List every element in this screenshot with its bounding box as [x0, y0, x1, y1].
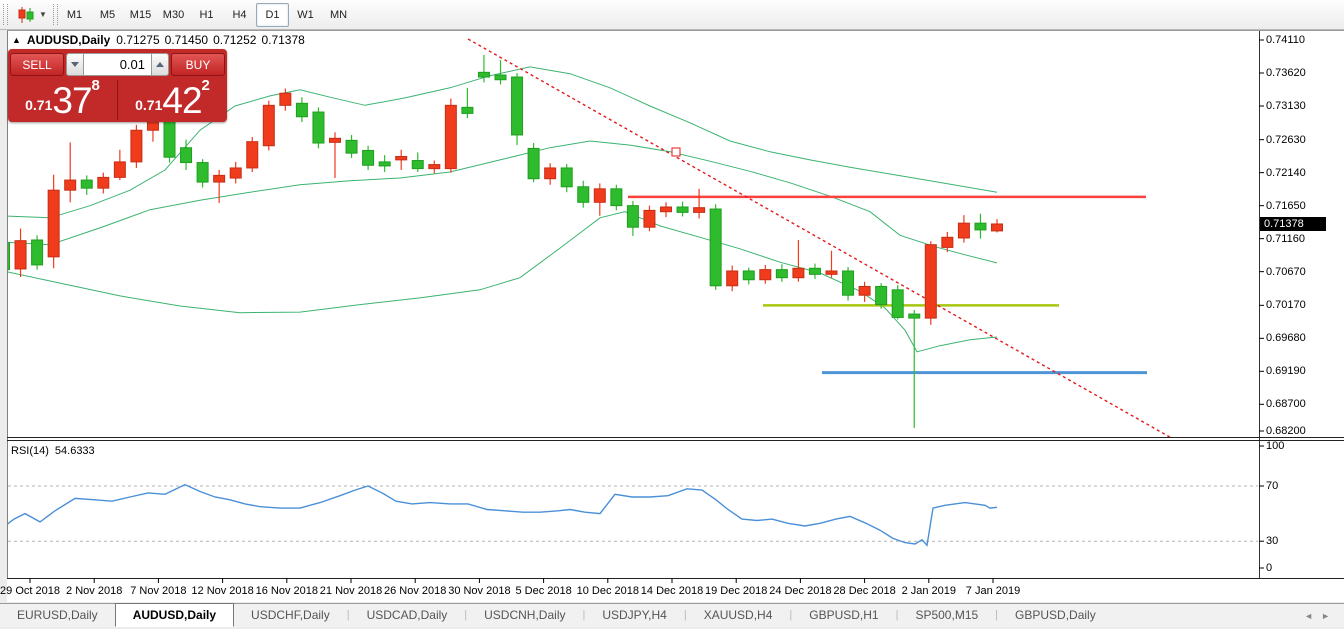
price-axis-label: 0.73620 [1266, 66, 1306, 79]
tab-separator: | [895, 609, 899, 621]
price-axis-label: 0.72140 [1266, 166, 1306, 179]
date-axis-label: 19 Dec 2018 [704, 585, 768, 597]
timeframe-mn[interactable]: MN [329, 9, 348, 21]
rsi-axis-label: 0 [1266, 562, 1273, 574]
price-divider [117, 80, 118, 120]
price-axis-label: 0.70670 [1266, 265, 1306, 278]
timeframe-w1[interactable]: W1 [297, 9, 314, 21]
date-axis-label: 5 Dec 2018 [515, 585, 572, 597]
sell-button[interactable]: SELL [10, 53, 64, 76]
chevron-down-icon: ▼ [39, 10, 47, 19]
tab-audusd-daily[interactable]: AUDUSD,Daily [114, 603, 235, 627]
date-axis-label: 2 Jan 2019 [901, 585, 957, 597]
timeframe-h4[interactable]: H4 [232, 9, 247, 21]
timeframe-h1[interactable]: H1 [199, 9, 214, 21]
date-axis-label: 26 Nov 2018 [383, 585, 447, 597]
timeframe-toolbar: ▼ M1 M5 M15 M30 H1 H4 D1 W1 MN [0, 0, 1344, 30]
rsi-axis-label: 100 [1266, 440, 1285, 452]
ohlc-values: 0.71275 0.71450 0.71252 0.71378 [116, 33, 310, 47]
tab-gbpusd-daily[interactable]: GBPUSD,Daily [1015, 608, 1096, 622]
arrow-up-icon [156, 62, 164, 67]
price-axis-label: 0.72630 [1266, 133, 1306, 146]
tab-sp500-m15[interactable]: SP500,M15 [915, 608, 979, 622]
timeframe-m1[interactable]: M1 [66, 9, 83, 21]
rsi-indicator-label: RSI(14) 54.6333 [11, 445, 95, 457]
one-click-collapse-icon[interactable]: ▲ [12, 35, 21, 45]
toolbar-grip[interactable] [3, 4, 8, 25]
price-axis-label: 0.70170 [1266, 299, 1306, 312]
low-value: 0.71252 [213, 33, 257, 47]
rsi-axis-label: 30 [1266, 535, 1279, 548]
timeframe-d1[interactable]: D1 [256, 3, 289, 27]
timeframe-buttons: M1 M5 M15 M30 H1 H4 D1 W1 MN [58, 3, 355, 27]
tab-usdchf-daily[interactable]: USDCHF,Daily [251, 608, 330, 622]
chart-title: ▲ AUDUSD,Daily 0.71275 0.71450 0.71252 0.71… [12, 33, 310, 47]
open-value: 0.71275 [116, 33, 160, 47]
arrow-down-icon [71, 62, 79, 67]
price-axis-label: 0.69190 [1266, 365, 1306, 378]
volume-input[interactable] [84, 53, 151, 76]
buy-button[interactable]: BUY [171, 53, 225, 76]
rsi-value: 54.6333 [54, 445, 95, 457]
tab-scroll-left-icon[interactable]: ◄ [1304, 610, 1314, 621]
tab-separator: | [346, 609, 350, 621]
buy-price[interactable]: 0.71 42 2 [135, 77, 210, 121]
sell-price[interactable]: 0.71 37 8 [25, 77, 100, 121]
candlestick-icon [18, 7, 34, 23]
close-value: 0.71378 [261, 33, 305, 47]
date-axis-label: 10 Dec 2018 [576, 585, 639, 597]
volume-stepper [66, 53, 169, 76]
chart-symbol-label: AUDUSD,Daily [26, 33, 111, 47]
date-axis-label: 7 Nov 2018 [130, 585, 187, 597]
date-axis-label: 24 Dec 2018 [769, 585, 832, 597]
chart-type-button[interactable]: ▼ [12, 3, 58, 27]
date-axis-label: 2 Nov 2018 [66, 585, 123, 597]
toolbar-grip[interactable] [53, 4, 58, 25]
chart-tab-bar: EURUSD,Daily AUDUSD,Daily USDCHF,Daily | USD… [0, 603, 1344, 627]
date-axis-label: 7 Jan 2019 [965, 585, 1021, 597]
price-axis-label: 0.74110 [1266, 34, 1305, 46]
volume-decrease-button[interactable] [66, 53, 84, 76]
timeframe-m30[interactable]: M30 [162, 9, 185, 21]
tab-usdcnh-daily[interactable]: USDCNH,Daily [484, 608, 566, 622]
date-axis-label: 14 Dec 2018 [640, 585, 704, 597]
tab-usdcad-daily[interactable]: USDCAD,Daily [366, 608, 448, 622]
price-axis-label: 0.71650 [1266, 199, 1306, 212]
price-axis-label: 0.71160 [1266, 232, 1305, 245]
date-axis-label: 28 Dec 2018 [833, 585, 896, 597]
tab-separator: | [464, 609, 468, 621]
tab-xauusd-h4[interactable]: XAUUSD,H4 [703, 608, 773, 622]
tab-usdjpy-h4[interactable]: USDJPY,H4 [602, 608, 667, 622]
tab-separator: | [582, 609, 586, 621]
date-axis-label: 29 Oct 2018 [0, 585, 60, 597]
tab-scroll-right-icon[interactable]: ► [1321, 610, 1330, 621]
tab-eurusd-daily[interactable]: EURUSD,Daily [17, 608, 98, 622]
date-axis-label: 16 Nov 2018 [255, 585, 318, 597]
price-axis-label: 0.68700 [1266, 398, 1306, 411]
rsi-axis-label: 70 [1266, 480, 1279, 492]
timeframe-m5[interactable]: M5 [99, 9, 116, 21]
tab-separator: | [683, 609, 687, 621]
high-value: 0.71450 [164, 33, 209, 47]
current-price-tag: 0.71378 [1260, 216, 1326, 231]
date-axis-label: 12 Nov 2018 [191, 585, 254, 597]
price-axis-label: 0.73130 [1266, 99, 1306, 112]
timeframe-m15[interactable]: M15 [129, 9, 152, 21]
tab-separator: | [995, 609, 999, 621]
date-axis-label: 21 Nov 2018 [319, 585, 383, 597]
tab-gbpusd-h1[interactable]: GBPUSD,H1 [809, 608, 879, 622]
price-axis-label: 0.69680 [1266, 332, 1306, 345]
volume-increase-button[interactable] [151, 53, 169, 76]
date-axis-label: 30 Nov 2018 [448, 585, 511, 597]
tab-separator: | [789, 609, 793, 621]
price-axis-label: 0.68200 [1266, 425, 1306, 437]
